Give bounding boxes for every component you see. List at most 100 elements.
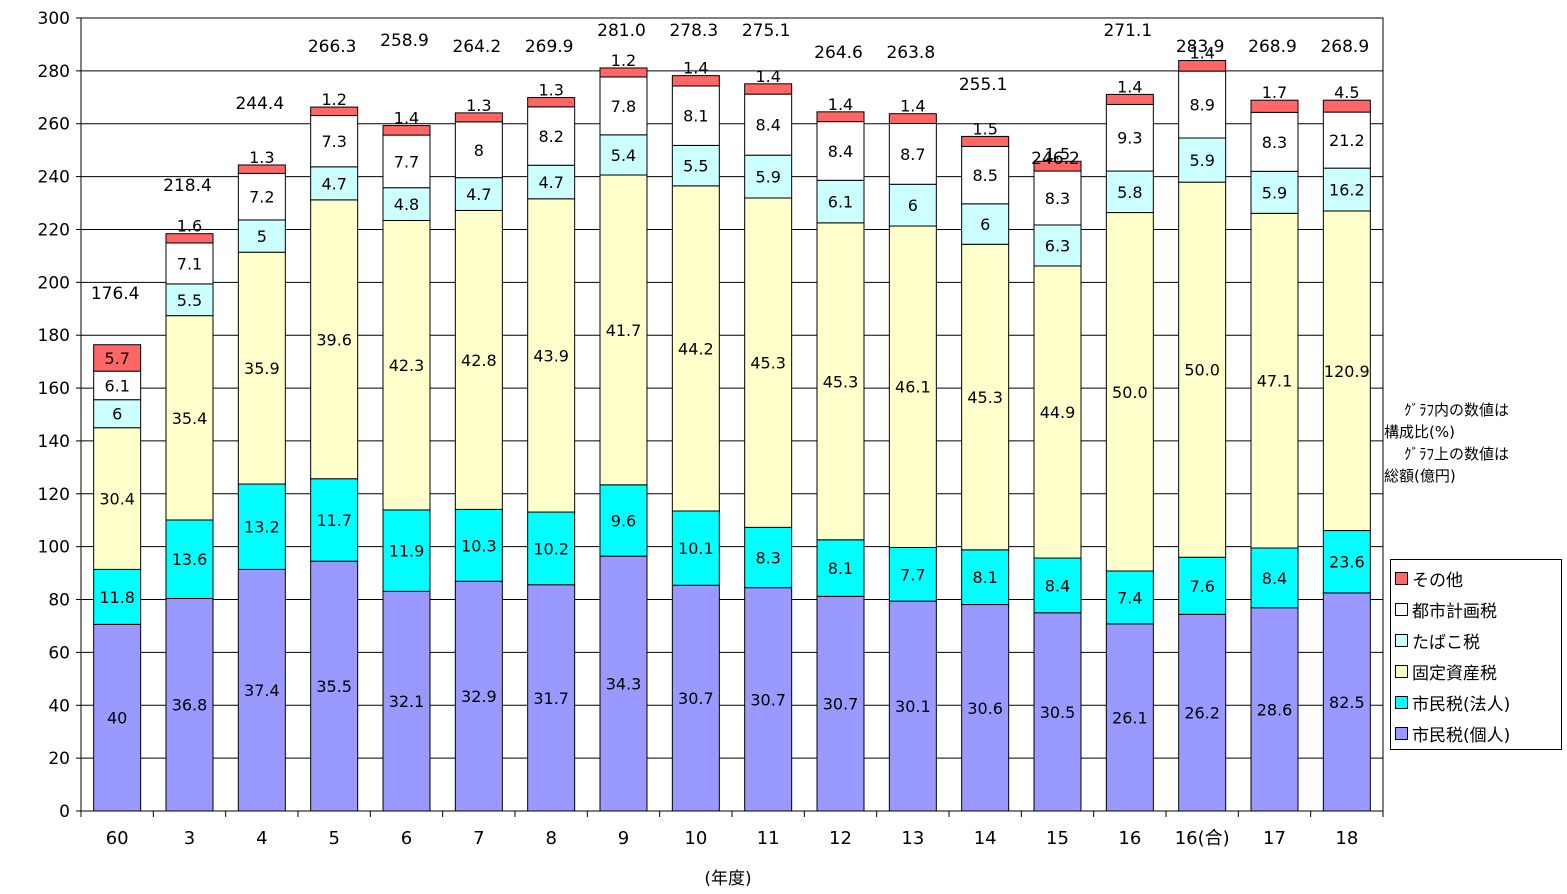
x-tick-label: 17: [1263, 828, 1286, 849]
data-label: 50.0: [1184, 361, 1220, 380]
bar-segment: [165, 242, 214, 285]
legend-label: 都市計画税: [1412, 602, 1497, 622]
bar-segment: [165, 597, 214, 812]
total-label: 263.8: [886, 43, 935, 63]
total-label: 244.4: [235, 94, 284, 114]
x-tick-label: 5: [328, 828, 339, 849]
bar-segment: [165, 519, 214, 599]
data-label: 5.7: [104, 349, 129, 368]
legend-swatch: [1395, 603, 1408, 616]
legend-label: その他: [1412, 571, 1463, 591]
bar-segment: [527, 511, 576, 586]
data-label: 21.2: [1329, 131, 1365, 150]
legend-item-corporate-tax: 市民税(法人): [1395, 687, 1561, 718]
bar-segment: [1250, 212, 1299, 549]
data-label: 8.3: [1045, 189, 1070, 208]
bar-segment: [1033, 265, 1082, 559]
bar-segment: [671, 144, 720, 187]
bar-segment: [599, 174, 648, 486]
bar-segment: [671, 584, 720, 812]
data-label: 8.1: [828, 559, 853, 578]
data-label: 5: [257, 227, 267, 246]
data-label: 26.2: [1184, 704, 1220, 723]
bar-segment: [454, 580, 503, 812]
bar-segment: [93, 344, 142, 372]
data-label: 1.6: [177, 217, 202, 236]
bar-segment: [1105, 93, 1154, 105]
data-label: 31.7: [533, 689, 569, 708]
y-tick-label: 300: [38, 9, 70, 29]
y-tick-label: 280: [38, 62, 70, 82]
bar-segment: [1178, 181, 1227, 558]
chart-legend: その他 都市計画税 たばこ税 固定資産税 市民税(法人) 市民税(個人): [1390, 559, 1562, 750]
bar-segment: [237, 219, 286, 253]
total-label: 258.9: [380, 31, 429, 51]
y-tick-label: 160: [38, 379, 70, 399]
bar-segment: [454, 209, 503, 510]
bar-segment: [961, 549, 1010, 606]
bar-segment: [816, 222, 865, 541]
y-tick-label: 60: [48, 643, 70, 663]
bar-segment: [1322, 111, 1371, 169]
data-label: 10.3: [461, 536, 497, 555]
data-label: 1.5: [1045, 144, 1070, 163]
data-label: 28.6: [1257, 700, 1293, 719]
data-label: 10.2: [533, 539, 569, 558]
bar-segment: [671, 75, 720, 87]
data-label: 30.7: [823, 695, 859, 714]
chart-note: ｸﾞﾗﾌ内の数値は 構成比(%) ｸﾞﾗﾌ上の数値は 総額(億円): [1384, 399, 1567, 487]
total-label: 283.9: [1176, 37, 1225, 57]
data-label: 35.5: [316, 677, 352, 696]
data-label: 1.3: [538, 81, 563, 100]
data-label: 4.7: [466, 185, 491, 204]
data-label: 7.7: [900, 565, 925, 584]
y-tick-label: 200: [38, 273, 70, 293]
bar-segment: [93, 568, 142, 625]
data-label: 32.9: [461, 687, 497, 706]
bar-segment: [237, 251, 286, 485]
x-tick-label: 10: [684, 828, 707, 849]
x-tick-label: 60: [106, 828, 129, 849]
data-label: 5.9: [1262, 183, 1287, 202]
data-label: 13.2: [244, 518, 280, 537]
bar-segment: [671, 510, 720, 586]
x-tick-label: 18: [1335, 828, 1358, 849]
legend-label: 市民税(法人): [1412, 695, 1511, 715]
total-label: 266.3: [308, 37, 357, 57]
legend-label: たばこ税: [1412, 633, 1480, 653]
bar-segment: [527, 584, 576, 812]
data-label: 8.7: [900, 145, 925, 164]
bar-segment: [961, 243, 1010, 551]
y-tick-label: 140: [38, 432, 70, 452]
bar-segment: [816, 539, 865, 597]
legend-swatch: [1395, 665, 1408, 678]
bar-segment: [599, 67, 648, 78]
data-label: 1.2: [321, 90, 346, 109]
data-label: 6: [980, 215, 990, 234]
total-label: 269.9: [525, 37, 574, 57]
data-label: 42.3: [389, 356, 425, 375]
data-label: 26.1: [1112, 708, 1148, 727]
bar-segment: [816, 111, 865, 123]
data-label: 8.4: [1045, 576, 1070, 595]
legend-swatch: [1395, 634, 1408, 647]
bar-segment: [1033, 170, 1082, 226]
bar-segment: [1033, 224, 1082, 267]
total-label: 271.1: [1103, 21, 1152, 41]
bar-segment: [527, 164, 576, 200]
x-tick-label: 11: [757, 828, 780, 849]
y-tick-label: 80: [48, 591, 70, 611]
x-tick-label: 7: [473, 828, 484, 849]
bar-segment: [527, 97, 576, 108]
data-label: 44.2: [678, 339, 714, 358]
data-label: 8.4: [755, 116, 780, 135]
bar-segment: [382, 187, 431, 221]
data-label: 8.4: [828, 142, 853, 161]
data-label: 7.7: [394, 152, 419, 171]
data-label: 30.4: [99, 490, 135, 509]
x-tick-label: 15: [1046, 828, 1069, 849]
bar-segment: [527, 106, 576, 166]
bar-segment: [744, 83, 793, 95]
bar-segment: [1322, 210, 1371, 532]
